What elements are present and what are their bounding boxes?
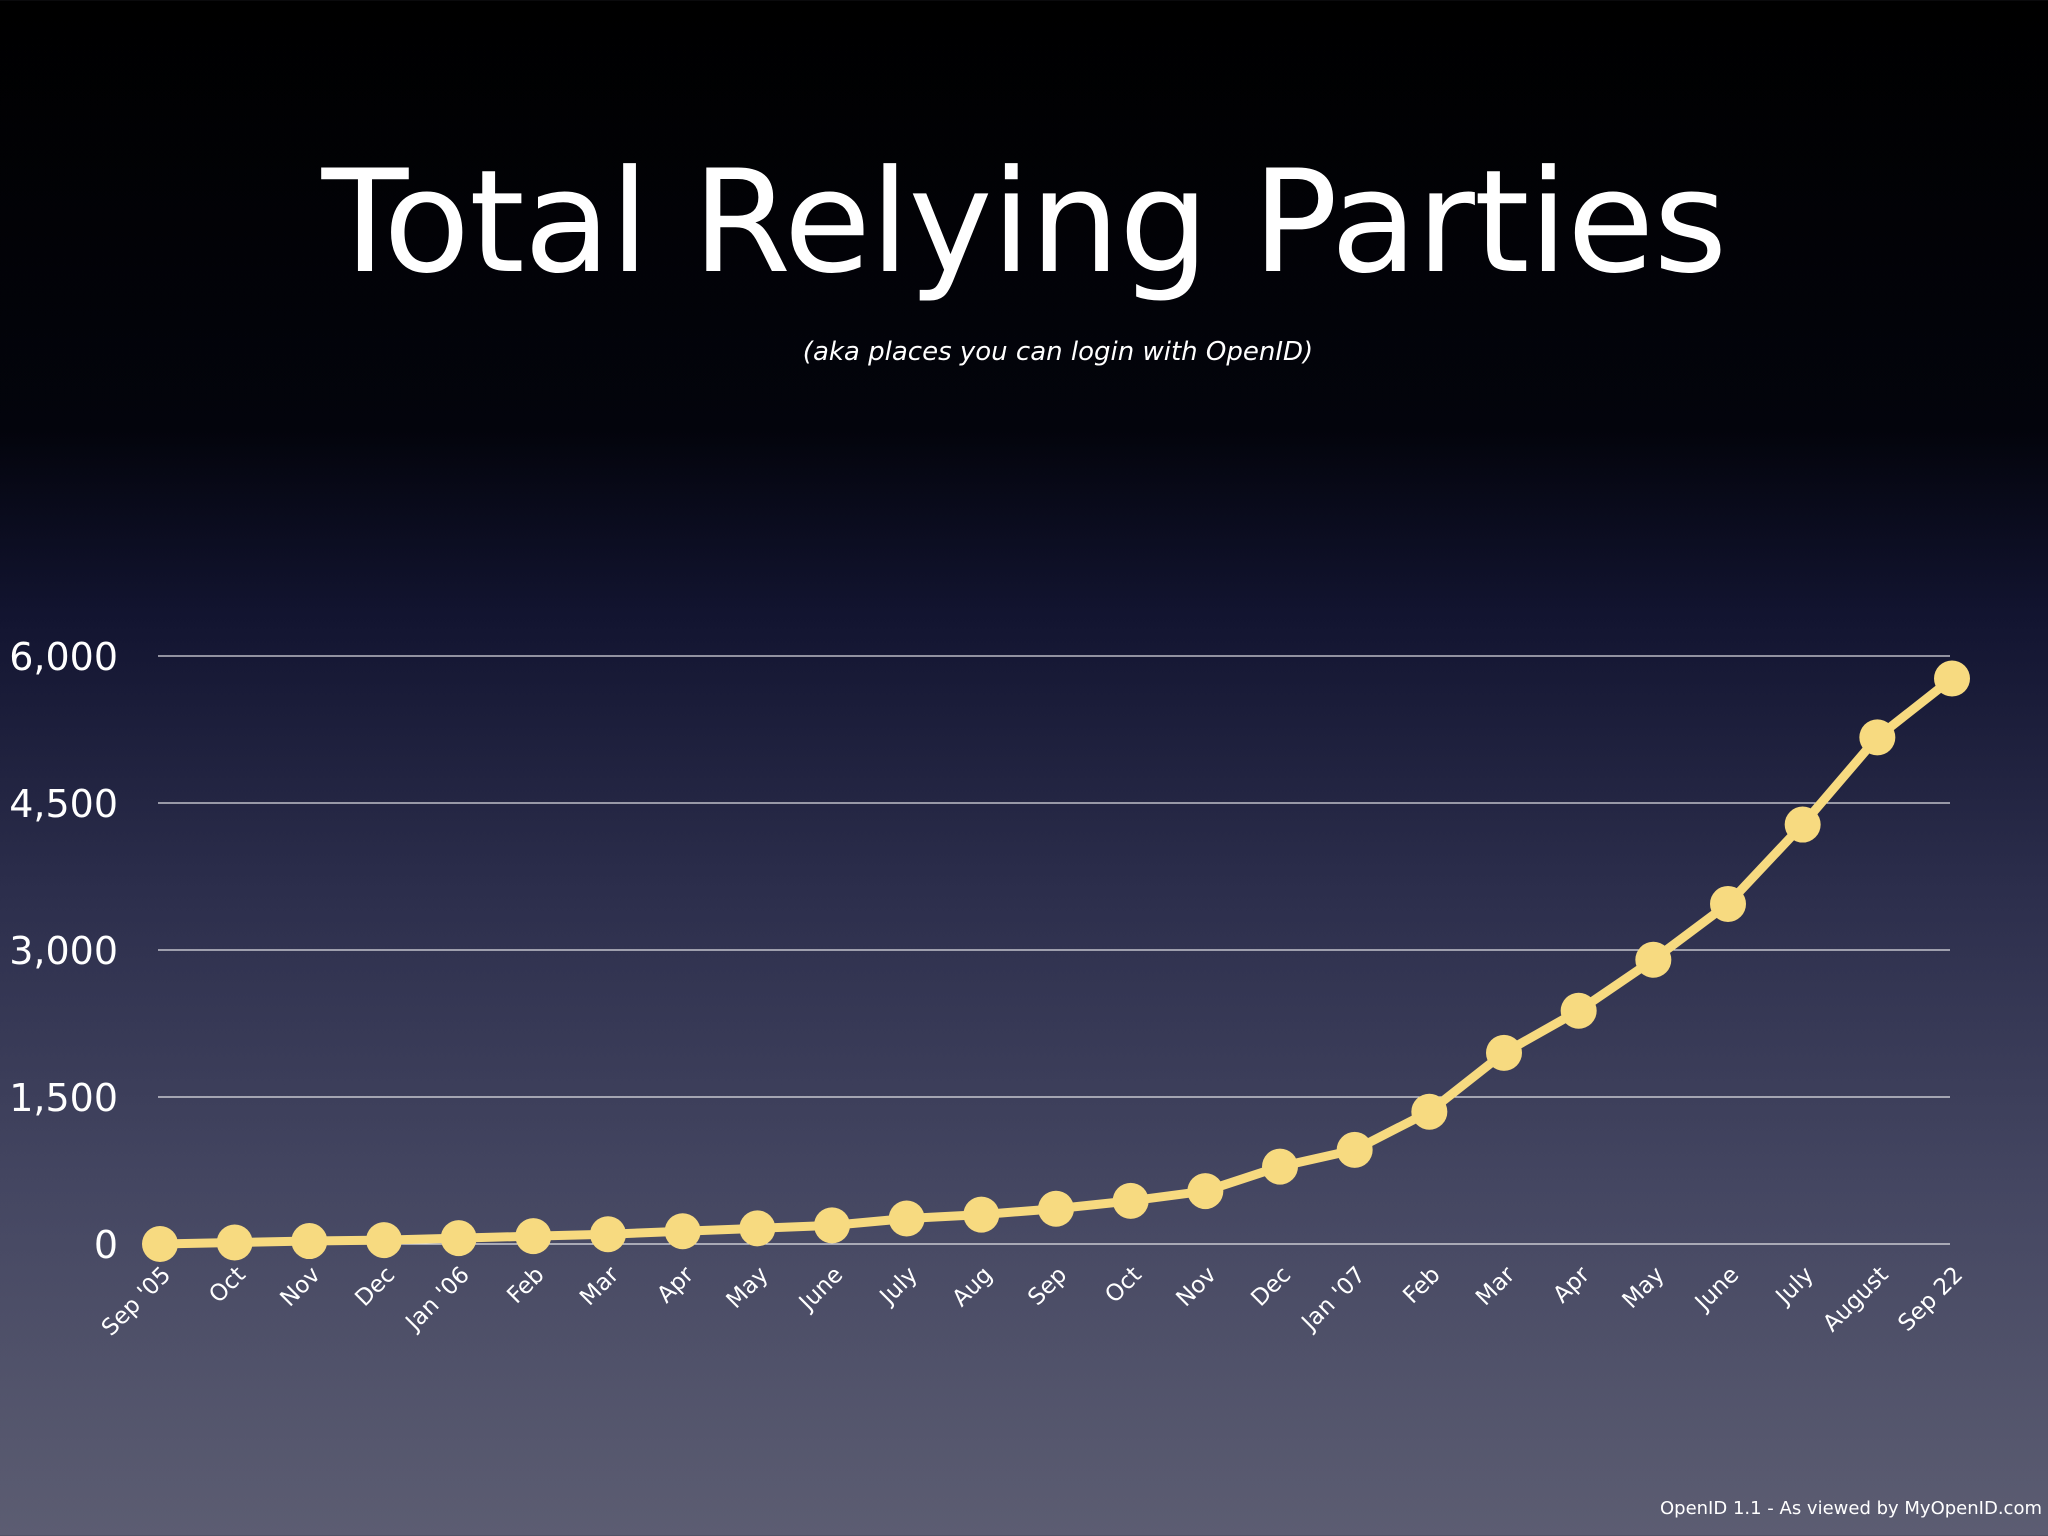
- x-tick-label: Sep '05: [97, 1262, 176, 1341]
- x-tick-label: Jan '07: [1296, 1262, 1371, 1337]
- x-tick-label: Jan '06: [400, 1262, 475, 1337]
- x-tick-label: July: [874, 1262, 923, 1311]
- x-tick-label: Sep: [1023, 1262, 1072, 1311]
- x-tick-label: Feb: [1398, 1262, 1445, 1309]
- y-tick-label: 3,000: [9, 929, 118, 973]
- x-tick-label: Dec: [1246, 1262, 1296, 1312]
- x-tick-label: Apr: [1548, 1261, 1595, 1308]
- slide-title: Total Relying Parties: [321, 140, 1728, 305]
- data-point: [366, 1222, 402, 1259]
- data-point: [142, 1226, 178, 1262]
- x-tick-label: Nov: [1171, 1262, 1221, 1312]
- data-point: [1934, 660, 1970, 697]
- data-point: [1710, 885, 1746, 922]
- x-tick-label: Nov: [275, 1262, 325, 1312]
- x-tick-label: Apr: [652, 1261, 699, 1308]
- x-tick-label: Feb: [502, 1262, 549, 1309]
- y-tick-label: 6,000: [9, 635, 118, 679]
- x-tick-label: Mar: [575, 1261, 624, 1310]
- y-tick-label: 1,500: [9, 1076, 118, 1120]
- x-tick-label: June: [793, 1262, 848, 1317]
- data-point: [216, 1224, 253, 1261]
- data-point: [440, 1220, 477, 1257]
- x-tick-label: Aug: [947, 1262, 997, 1312]
- data-point: [1262, 1148, 1298, 1185]
- data-point: [739, 1210, 776, 1247]
- x-tick-label: August: [1818, 1262, 1893, 1337]
- data-point: [1112, 1182, 1149, 1219]
- data-point: [590, 1216, 626, 1253]
- data-point: [963, 1196, 1000, 1233]
- series-line: [155, 674, 1957, 1249]
- x-tick-label: May: [722, 1262, 774, 1314]
- data-point: [515, 1218, 552, 1255]
- data-point: [1336, 1131, 1373, 1168]
- x-tick-label: July: [1770, 1262, 1819, 1311]
- data-point: [1038, 1190, 1074, 1227]
- data-point: [1187, 1173, 1224, 1210]
- data-point: [1859, 719, 1896, 756]
- data-point: [1560, 992, 1597, 1029]
- x-tick-label: May: [1618, 1262, 1670, 1314]
- data-point: [888, 1200, 925, 1237]
- data-point: [1411, 1093, 1448, 1130]
- x-tick-label: Oct: [204, 1262, 251, 1309]
- x-axis-tick-labels: Sep '05 Oct Nov Dec Jan '06 Feb Mar Apr May June J…: [97, 1261, 1968, 1341]
- y-tick-label: 0: [94, 1223, 118, 1267]
- y-axis-tick-labels: 0 1,500 3,000 4,500 6,000: [9, 635, 118, 1267]
- data-points: [142, 660, 1970, 1262]
- data-point: [814, 1207, 850, 1244]
- y-tick-label: 4,500: [9, 782, 118, 826]
- slide-subtitle: (aka places you can login with OpenID): [802, 337, 1314, 367]
- data-point: [1635, 941, 1672, 978]
- data-point: [664, 1213, 701, 1250]
- data-point: [1784, 806, 1821, 843]
- series-line-layer: [155, 674, 1957, 1249]
- x-tick-label: Dec: [350, 1262, 400, 1312]
- x-tick-label: Mar: [1471, 1261, 1520, 1310]
- x-tick-label: Oct: [1100, 1262, 1147, 1309]
- x-tick-label: June: [1689, 1262, 1744, 1317]
- data-point: [291, 1223, 328, 1260]
- data-point: [1486, 1034, 1522, 1071]
- x-tick-label: Sep 22: [1893, 1262, 1968, 1337]
- gridlines: [158, 655, 1950, 1245]
- source-footer: OpenID 1.1 - As viewed by MyOpenID.com: [1659, 1498, 2042, 1519]
